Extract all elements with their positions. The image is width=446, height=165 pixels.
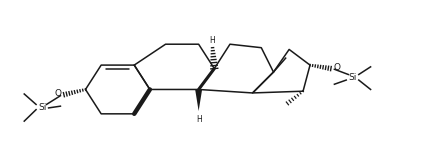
Text: O: O [54, 89, 61, 98]
Text: Si: Si [38, 103, 46, 112]
Text: H: H [196, 115, 202, 124]
Polygon shape [195, 89, 202, 111]
Text: O: O [334, 63, 341, 72]
Text: H: H [210, 36, 215, 45]
Text: Si: Si [348, 73, 357, 82]
